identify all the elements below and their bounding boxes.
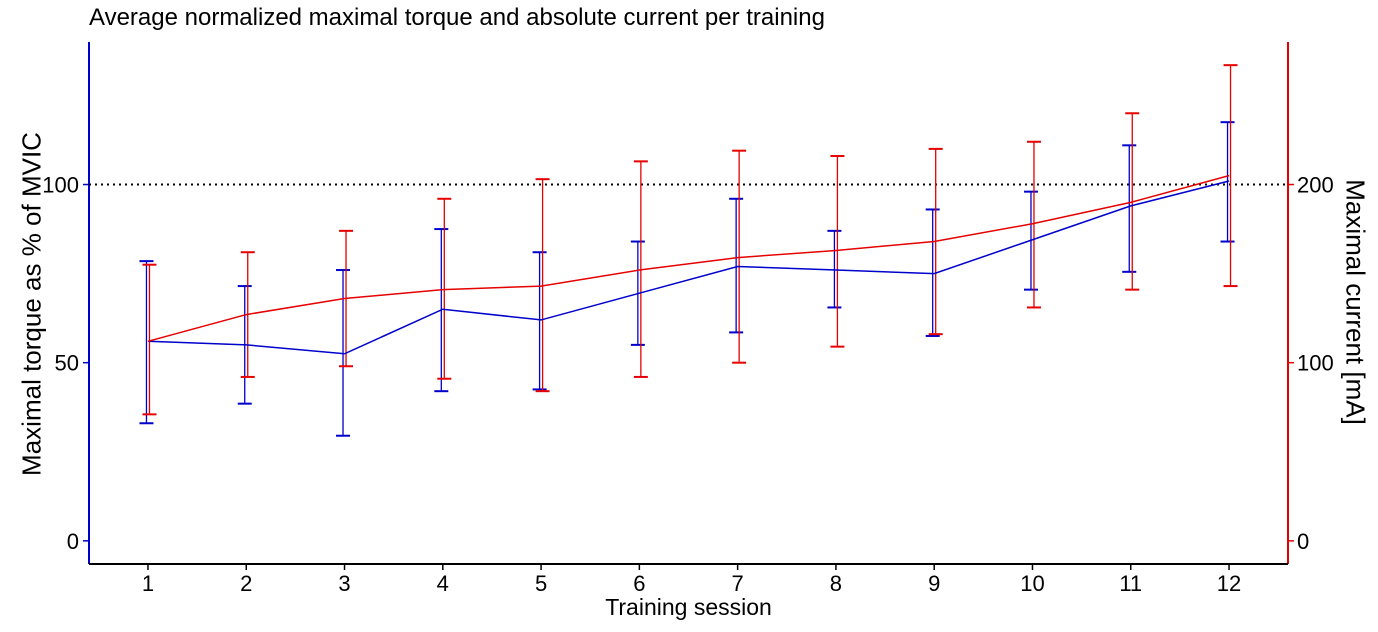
y-axis-label-left: Maximal torque as % of MVIC	[16, 132, 47, 476]
x-tick-label: 7	[732, 571, 744, 596]
x-tick-label: 10	[1020, 571, 1044, 596]
x-tick-label: 6	[633, 571, 645, 596]
x-tick-label: 8	[830, 571, 842, 596]
x-tick-label: 2	[240, 571, 252, 596]
y-tick-label-left: 0	[67, 529, 79, 554]
x-tick-label: 1	[142, 571, 154, 596]
current-line	[147, 174, 1230, 343]
x-axis-label: Training session	[605, 594, 772, 620]
x-tick-label: 5	[535, 571, 547, 596]
y-axis-label-right: Maximal current [mA]	[1340, 179, 1371, 425]
y-tick-label-left: 50	[55, 351, 79, 376]
y-tick-label-right: 0	[1297, 529, 1309, 554]
chart-title: Average normalized maximal torque and ab…	[89, 4, 825, 31]
x-tick-label: 3	[338, 571, 350, 596]
y-tick-label-right: 100	[1297, 351, 1334, 376]
x-tick-label: 4	[437, 571, 449, 596]
y-tick-label-left: 100	[42, 173, 79, 198]
torque-line	[147, 180, 1230, 355]
x-tick-label: 9	[928, 571, 940, 596]
y-tick-label-right: 200	[1297, 173, 1334, 198]
x-tick-label: 11	[1119, 571, 1142, 596]
x-tick-label: 12	[1217, 571, 1241, 596]
